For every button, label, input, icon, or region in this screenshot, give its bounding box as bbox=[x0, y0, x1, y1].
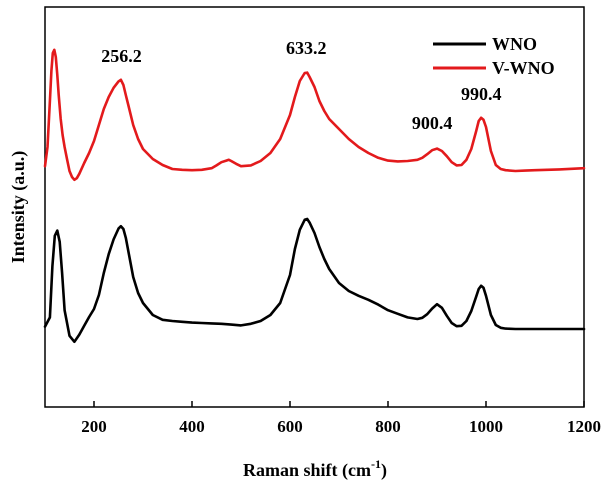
peak-label: 633.2 bbox=[286, 38, 327, 58]
x-axis-title-superscript: -1 bbox=[371, 457, 381, 471]
series-layer bbox=[43, 48, 586, 344]
x-tick-label: 800 bbox=[375, 417, 401, 436]
series-line-v-wno bbox=[43, 48, 586, 182]
peak-label: 990.4 bbox=[461, 84, 502, 104]
series-line-wno bbox=[43, 217, 586, 344]
x-tick-label: 600 bbox=[277, 417, 303, 436]
x-axis-title-close: ) bbox=[381, 460, 387, 481]
peak-label: 256.2 bbox=[101, 46, 142, 66]
peak-annotations: 256.2 633.2 900.4 990.4 bbox=[101, 38, 501, 133]
x-tick-label: 200 bbox=[81, 417, 107, 436]
x-tick-label: 1000 bbox=[469, 417, 503, 436]
legend-label-wno: WNO bbox=[492, 34, 537, 54]
legend-label-v-wno: V-WNO bbox=[492, 58, 555, 78]
plot-frame bbox=[44, 6, 585, 408]
x-tick-label: 400 bbox=[179, 417, 205, 436]
legend: WNO V-WNO bbox=[433, 34, 555, 78]
peak-label: 900.4 bbox=[412, 113, 453, 133]
y-axis-title: Intensity (a.u.) bbox=[8, 151, 29, 264]
x-axis-title: Raman shift (cm-1) bbox=[243, 457, 387, 481]
x-axis-title-main: Raman shift (cm bbox=[243, 460, 371, 481]
x-tick-label: 1200 bbox=[567, 417, 601, 436]
x-axis-ticks: 200 400 600 800 1000 1200 bbox=[81, 401, 601, 436]
